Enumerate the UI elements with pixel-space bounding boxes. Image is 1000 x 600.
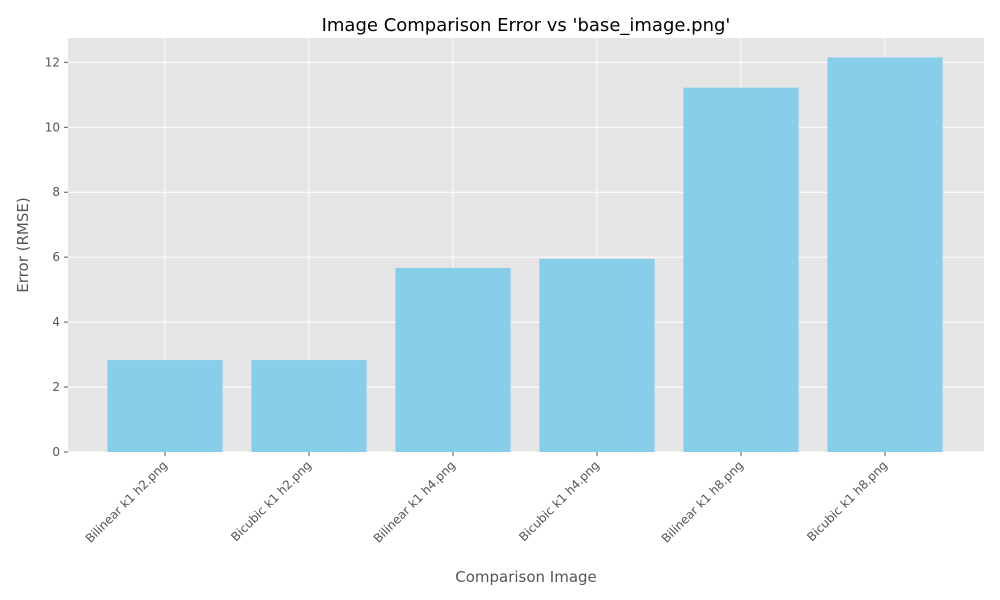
- y-tick-label: 10: [45, 120, 60, 134]
- x-tick-label: Bilinear k1 h2.png: [83, 458, 170, 545]
- bar: [107, 360, 223, 452]
- y-tick-label: 6: [52, 250, 60, 264]
- chart-title: Image Comparison Error vs 'base_image.pn…: [322, 15, 731, 36]
- y-axis-ticks: 0 2 4 6 8 10 12: [45, 55, 68, 459]
- x-tick-label: Bilinear k1 h8.png: [659, 458, 746, 545]
- bars: [107, 57, 943, 453]
- x-tick-label: Bicubic k1 h4.png: [516, 458, 602, 544]
- y-tick-label: 2: [52, 380, 60, 394]
- bar: [683, 87, 799, 453]
- y-axis-label: Error (RMSE): [14, 197, 32, 292]
- x-axis-ticks: Bilinear k1 h2.png Bicubic k1 h2.png Bilin…: [83, 452, 890, 546]
- x-tick-label: Bicubic k1 h2.png: [228, 458, 314, 544]
- y-tick-label: 4: [52, 315, 60, 329]
- x-axis-label: Comparison Image: [455, 568, 597, 586]
- y-tick-label: 12: [45, 55, 60, 69]
- y-tick-label: 0: [52, 445, 60, 459]
- x-tick-label: Bicubic k1 h8.png: [804, 458, 890, 544]
- x-tick-label: Bilinear k1 h4.png: [371, 458, 458, 545]
- bar: [395, 267, 511, 452]
- y-tick-label: 8: [52, 185, 60, 199]
- bar: [827, 57, 943, 452]
- bar: [251, 360, 367, 452]
- bar: [539, 258, 655, 452]
